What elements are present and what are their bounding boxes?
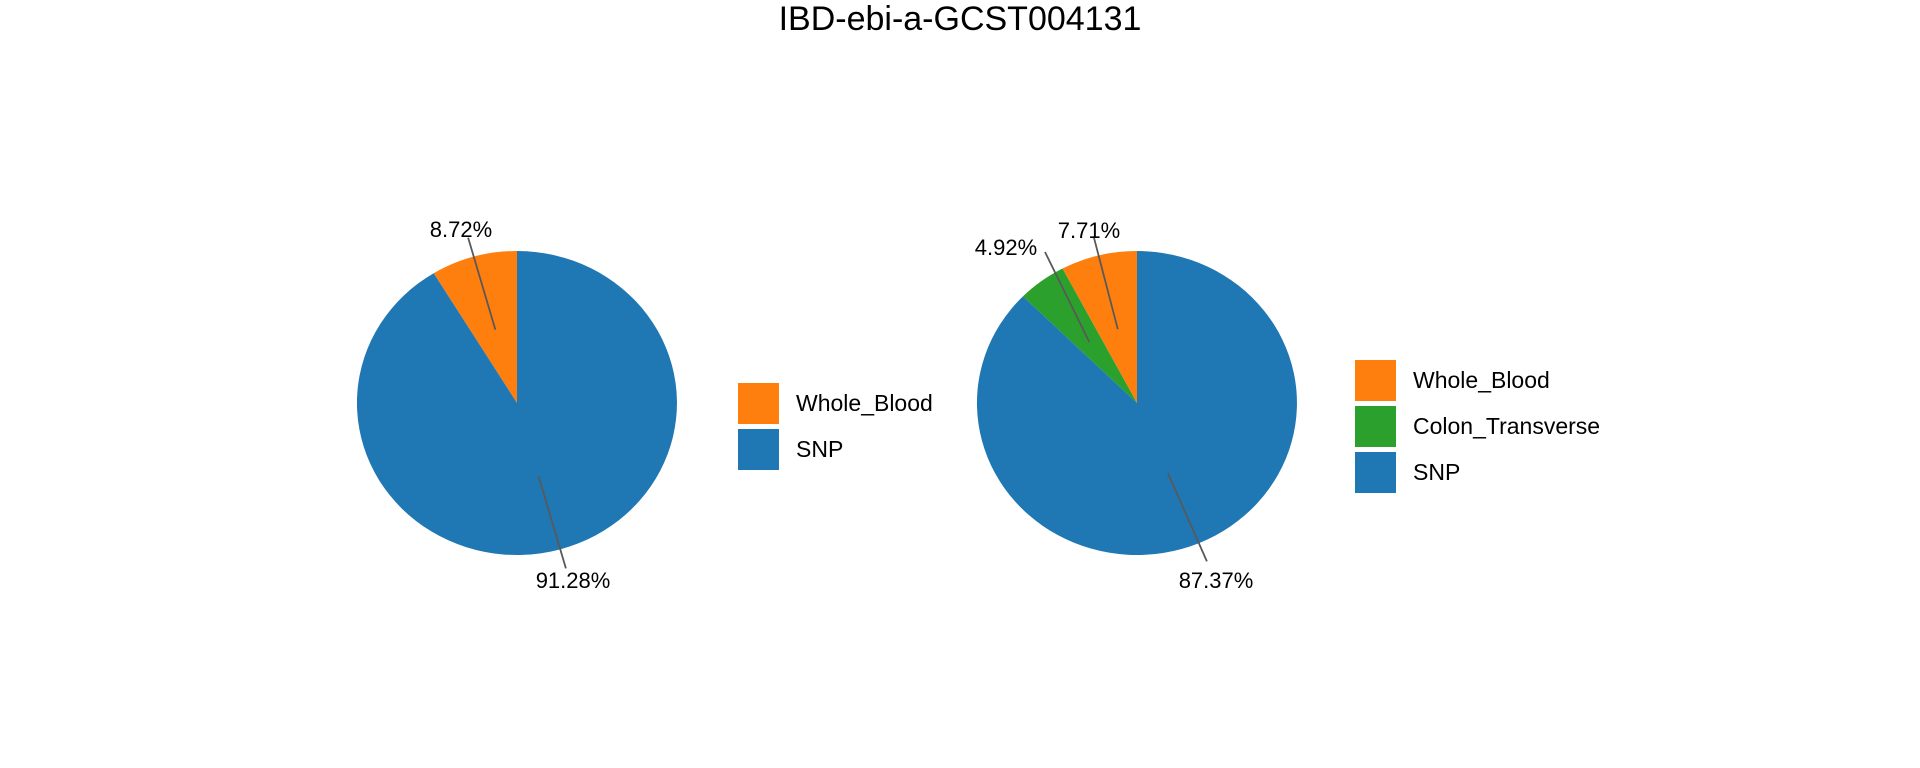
pie-2-percent-label-Colon_Transverse: 4.92% [974, 235, 1038, 260]
pie-2-slice-Whole_Blood [1062, 251, 1137, 403]
pie-2-legend-label-Whole_Blood: Whole_Blood [1413, 366, 1550, 393]
pie-2-legend-swatch-Colon_Transverse [1355, 406, 1396, 447]
pie-2-percent-label-Whole_Blood: 7.71% [1057, 218, 1121, 243]
pie-1-leader-line-SNP [537, 475, 567, 569]
pie-1-slice-SNP [356, 251, 677, 555]
pie-2-leader-line-Colon_Transverse [1044, 251, 1091, 343]
pie-1-legend-label-SNP: SNP [796, 435, 844, 462]
pie-2-percent-label-SNP: 87.37% [1178, 568, 1254, 593]
pie-2-leader-line-Whole_Blood [1092, 236, 1119, 330]
pie-1-percent-label-Whole_Blood: 8.72% [429, 217, 493, 242]
pie-1-legend-swatch-SNP [738, 429, 779, 470]
pie-1-leader-line-Whole_Blood [467, 237, 497, 331]
pie-2-legend-label-Colon_Transverse: Colon_Transverse [1413, 412, 1601, 439]
pie-1-legend-label-Whole_Blood: Whole_Blood [796, 389, 933, 416]
pie-1-legend-swatch-Whole_Blood [738, 383, 779, 424]
figure-title: IBD-ebi-a-GCST004131 [778, 0, 1142, 38]
pie-2-slice-SNP [976, 251, 1297, 555]
pie-1-percent-label-SNP: 91.28% [535, 568, 611, 593]
pie-2-legend-label-SNP: SNP [1413, 458, 1461, 485]
pie-1-slice-Whole_Blood [433, 251, 517, 403]
pie-2-legend-swatch-Whole_Blood [1355, 360, 1396, 401]
pie-2-slice-Colon_Transverse [1022, 268, 1137, 403]
pie-2-legend-swatch-SNP [1355, 452, 1396, 493]
pie-2-leader-line-SNP [1167, 472, 1208, 562]
